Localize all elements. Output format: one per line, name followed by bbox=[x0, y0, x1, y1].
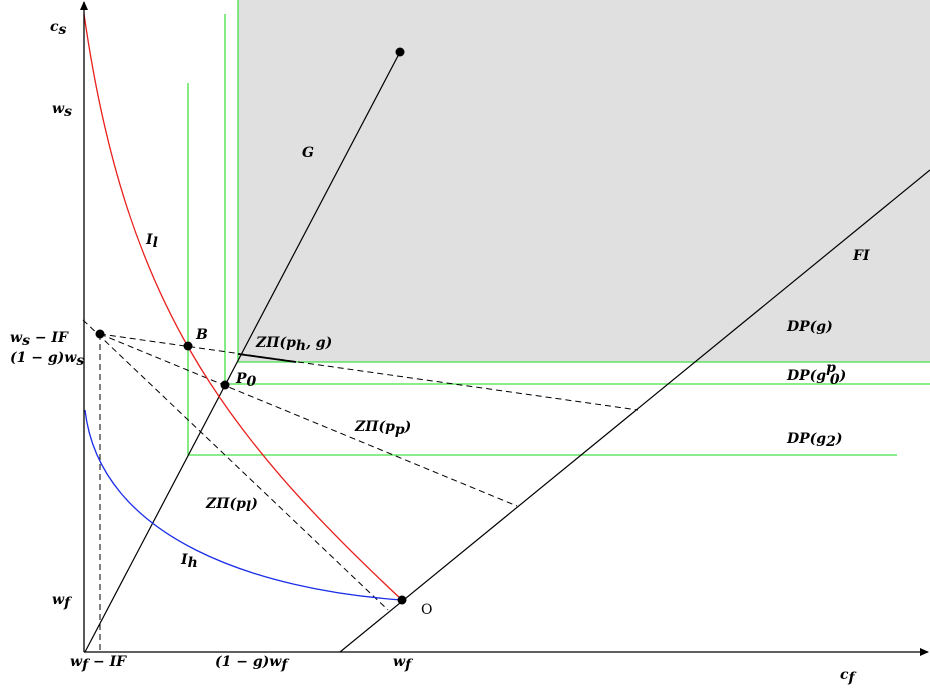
green-lines bbox=[187, 0, 930, 456]
xtick-wf-if: wf − IF bbox=[70, 654, 127, 673]
zpi-pp-dashed bbox=[99, 333, 518, 507]
shaded-region bbox=[238, 0, 930, 362]
ytick-1g-ws: (1 − g)ws bbox=[10, 350, 84, 369]
xtick-1g-wf: (1 − g)wf bbox=[215, 654, 290, 673]
ih-curve bbox=[84, 409, 403, 601]
label-dp-g0p: DP(gp 0) bbox=[786, 360, 846, 388]
ytick-ws-if: ws − IF bbox=[10, 330, 69, 349]
point-g-end bbox=[395, 47, 405, 57]
fi-line bbox=[339, 169, 930, 653]
point-p0 bbox=[220, 380, 230, 390]
label-o: O bbox=[421, 602, 432, 618]
label-zpi-pl: ZΠ(pl) bbox=[205, 496, 258, 515]
label-b: B bbox=[195, 327, 208, 343]
il-curve bbox=[83, 13, 403, 601]
label-p0: P0 bbox=[235, 371, 257, 390]
ytick-wf: wf bbox=[52, 592, 73, 611]
label-ih: Ih bbox=[180, 552, 198, 571]
label-g: G bbox=[302, 145, 314, 161]
ytick-ws: ws bbox=[52, 101, 72, 120]
label-zpi-pp: ZΠ(pp) bbox=[354, 419, 411, 438]
x-axis-label: cf bbox=[840, 667, 858, 686]
dashed-lines bbox=[82, 319, 639, 652]
point-b bbox=[183, 341, 193, 351]
y-axis-label: cs bbox=[50, 19, 67, 38]
g-ray bbox=[84, 51, 401, 653]
point-o bbox=[397, 595, 407, 605]
zpi-pl-dashed bbox=[82, 319, 389, 611]
label-fi: FI bbox=[852, 248, 870, 264]
point-endowment-if bbox=[95, 329, 105, 339]
xtick-wf: wf bbox=[393, 654, 414, 673]
zpi-ph-g-segment bbox=[237, 353, 297, 363]
black-lines bbox=[84, 51, 930, 653]
label-dp-g2: DP(g2) bbox=[786, 431, 842, 450]
label-dp-g: DP(g) bbox=[786, 319, 833, 335]
points bbox=[95, 47, 407, 605]
label-zpi-ph-g: ZΠ(ph, g) bbox=[255, 335, 332, 354]
label-il: Il bbox=[145, 232, 158, 251]
